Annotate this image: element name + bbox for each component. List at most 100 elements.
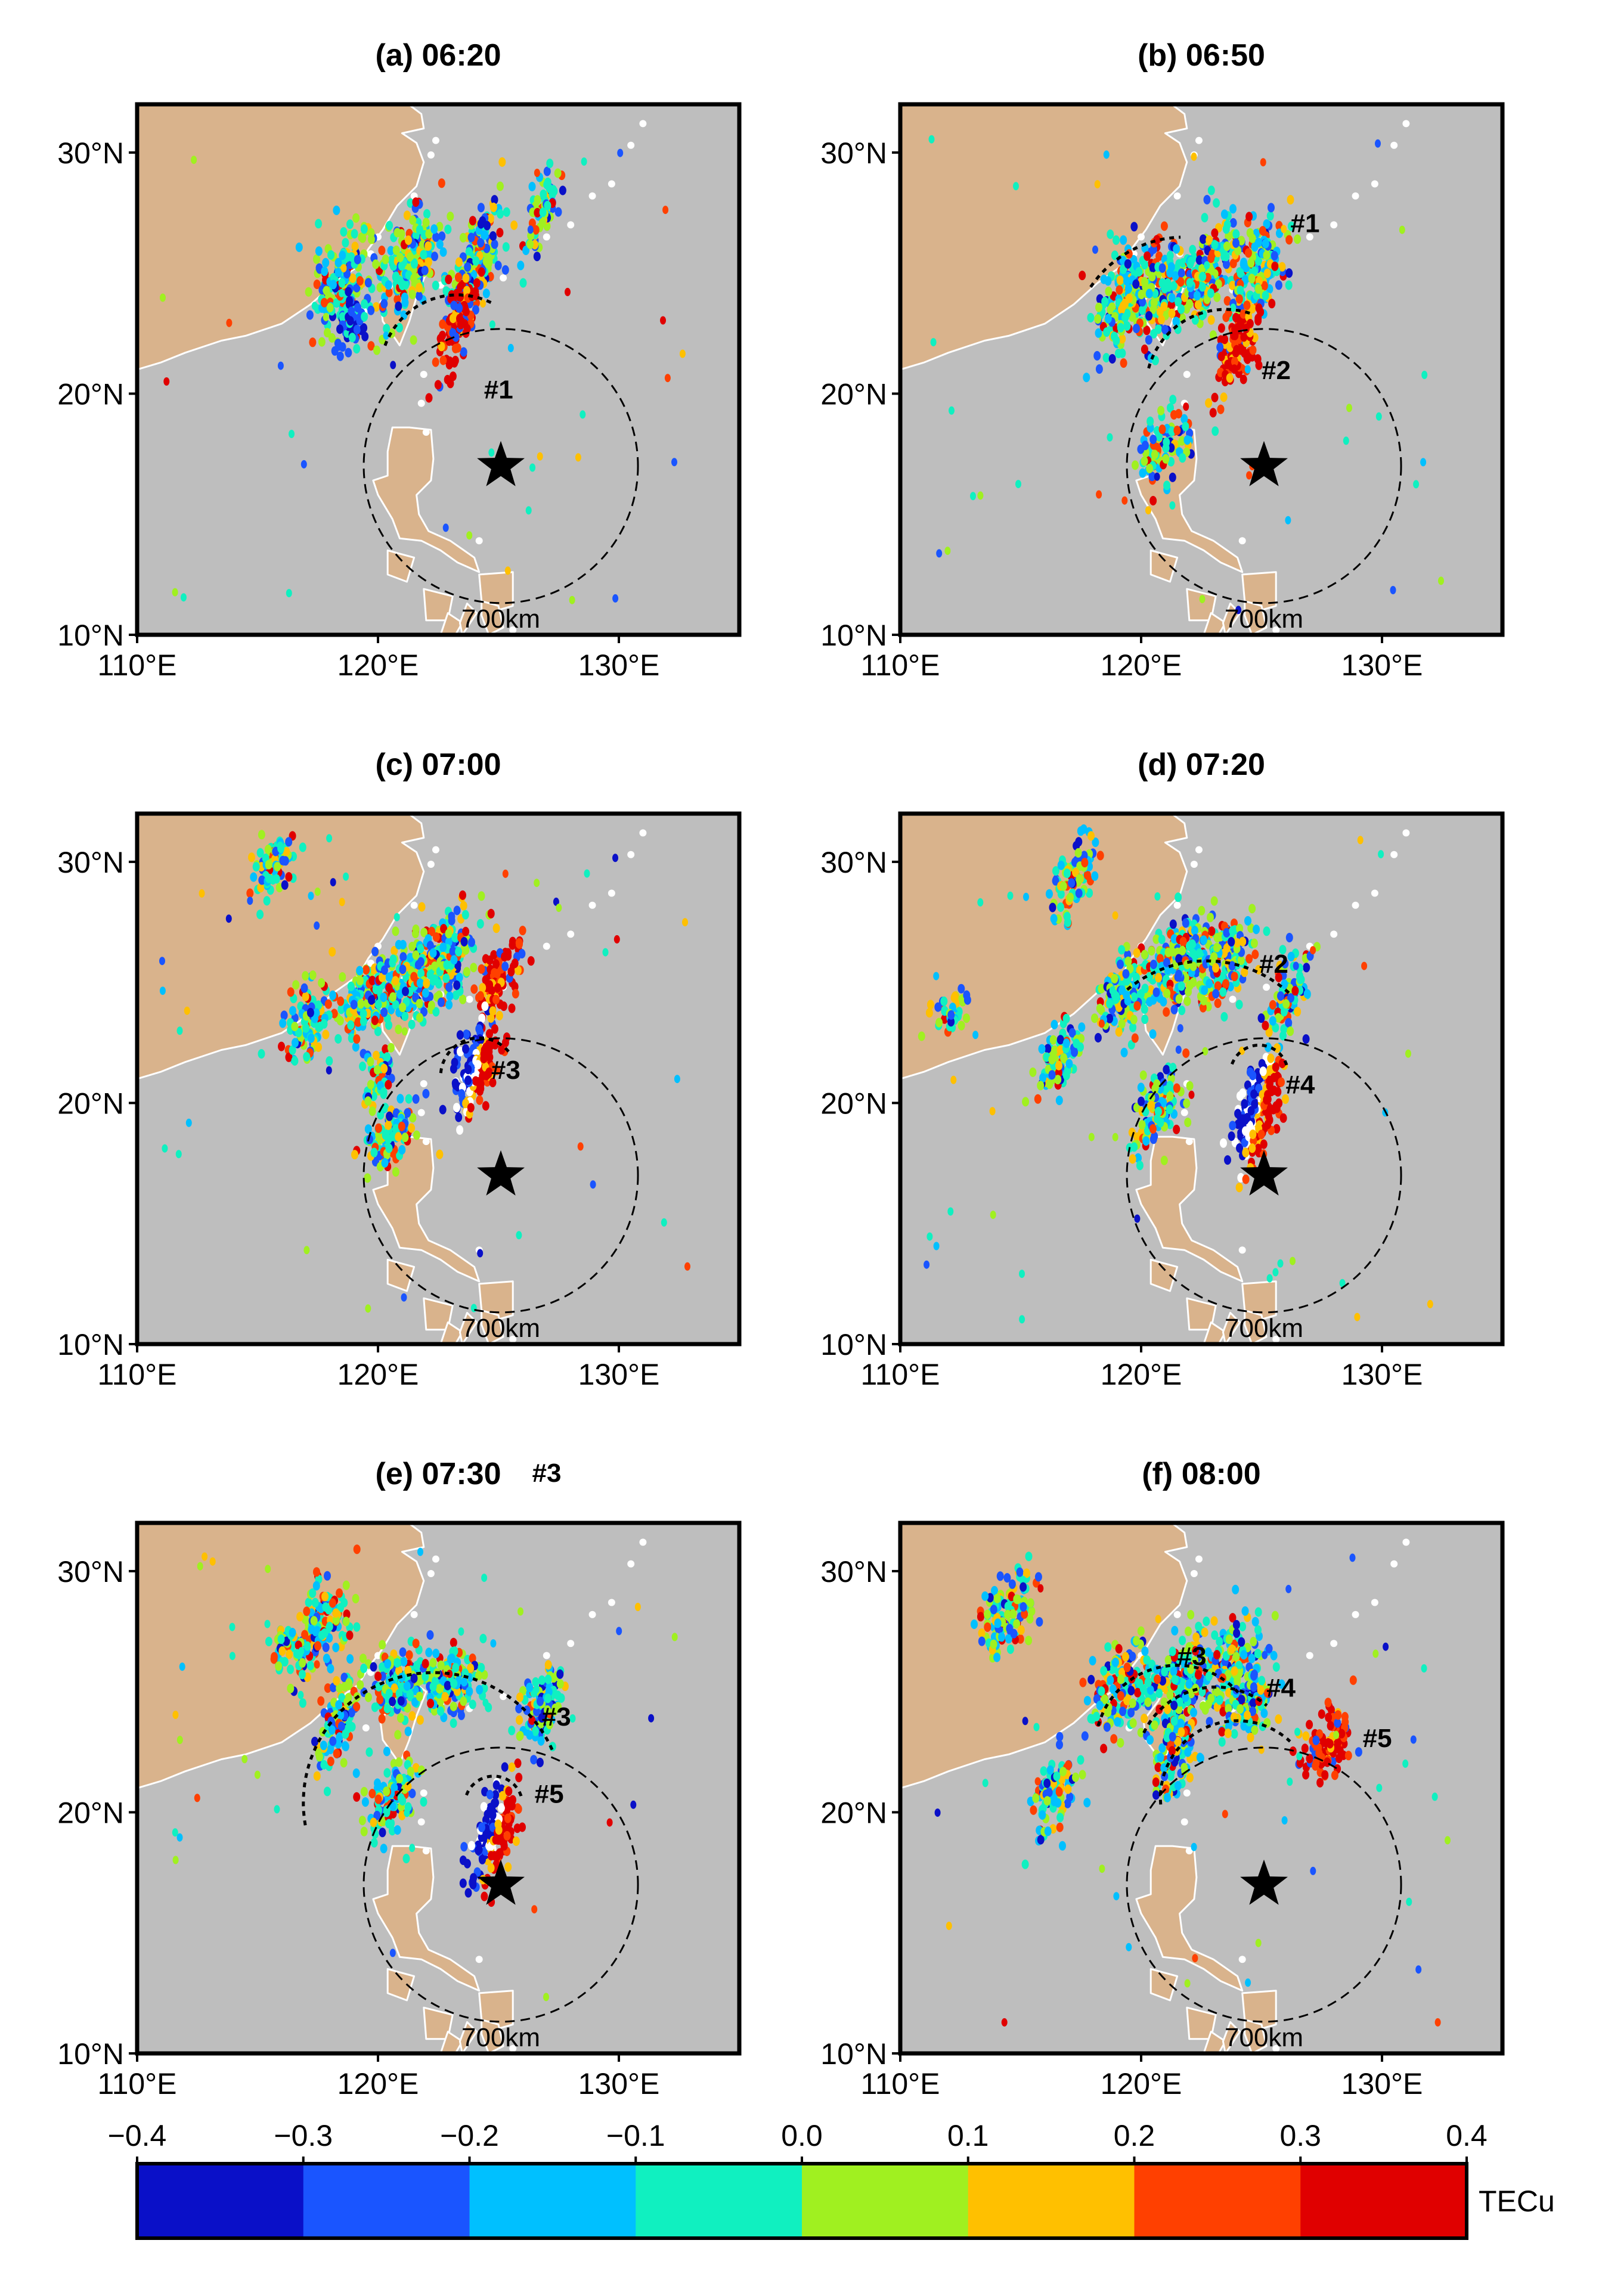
tec-point bbox=[1180, 414, 1188, 424]
tec-point bbox=[1201, 985, 1209, 995]
tec-point bbox=[306, 1661, 314, 1671]
tec-point bbox=[1258, 1059, 1266, 1069]
tec-point bbox=[258, 875, 266, 885]
tec-point bbox=[1137, 1082, 1145, 1093]
tec-point bbox=[449, 371, 457, 381]
tec-point bbox=[353, 1034, 361, 1044]
tec-point bbox=[373, 1050, 380, 1060]
island bbox=[1352, 192, 1359, 200]
tec-point bbox=[386, 1111, 393, 1121]
tec-point bbox=[431, 961, 439, 971]
tec-point bbox=[313, 1567, 320, 1577]
tec-point bbox=[311, 302, 318, 311]
tec-point bbox=[458, 280, 466, 290]
tec-point bbox=[477, 203, 485, 213]
tec-point bbox=[439, 319, 447, 329]
tec-point bbox=[963, 995, 971, 1005]
tec-point bbox=[326, 1066, 332, 1075]
tec-point bbox=[462, 926, 470, 936]
tec-point bbox=[448, 916, 455, 926]
tec-point bbox=[275, 883, 283, 893]
tec-point bbox=[378, 1714, 386, 1724]
tec-point bbox=[1184, 1118, 1192, 1127]
island bbox=[1402, 120, 1410, 128]
tec-point bbox=[1148, 946, 1155, 956]
tec-point bbox=[526, 1683, 534, 1692]
tec-point bbox=[1142, 1136, 1150, 1146]
tec-point bbox=[387, 246, 395, 256]
tec-point bbox=[372, 985, 380, 994]
tec-point bbox=[414, 960, 422, 970]
tec-point bbox=[248, 852, 255, 862]
tec-point bbox=[546, 159, 554, 169]
island bbox=[639, 829, 647, 837]
tec-point bbox=[1343, 436, 1349, 445]
island bbox=[475, 537, 483, 545]
tec-point bbox=[1166, 1104, 1173, 1115]
tec-point bbox=[357, 1680, 364, 1690]
tec-point bbox=[1124, 284, 1132, 294]
tec-point bbox=[1243, 300, 1251, 311]
tec-point bbox=[918, 1031, 925, 1041]
island bbox=[466, 995, 473, 1003]
tec-point bbox=[361, 1797, 369, 1807]
island bbox=[420, 1080, 427, 1088]
tec-point bbox=[1161, 324, 1169, 334]
tec-point bbox=[382, 255, 389, 265]
tec-point bbox=[489, 202, 497, 212]
island bbox=[1390, 141, 1398, 149]
tec-point bbox=[353, 1792, 361, 1802]
tec-point bbox=[380, 1063, 388, 1073]
tec-point bbox=[1095, 328, 1102, 338]
tec-point bbox=[1086, 888, 1093, 898]
tec-point bbox=[385, 1120, 392, 1130]
tec-point bbox=[1244, 916, 1251, 926]
tec-point bbox=[305, 287, 312, 297]
tec-point bbox=[456, 1125, 464, 1135]
tec-point bbox=[559, 185, 566, 196]
tec-point bbox=[1175, 297, 1182, 307]
tec-point bbox=[1220, 209, 1228, 219]
tec-point bbox=[1037, 1081, 1045, 1091]
tec-point bbox=[533, 252, 541, 262]
tec-point bbox=[445, 274, 453, 284]
tec-point bbox=[430, 224, 438, 234]
tec-point bbox=[441, 1692, 449, 1702]
tec-point bbox=[518, 949, 526, 958]
tec-point bbox=[425, 393, 433, 403]
tec-point bbox=[313, 254, 320, 264]
tec-point bbox=[1263, 219, 1271, 229]
tec-point bbox=[321, 1591, 329, 1602]
tec-point bbox=[556, 1679, 564, 1689]
tec-point bbox=[1206, 979, 1213, 989]
tec-point bbox=[1129, 1022, 1137, 1032]
tec-point bbox=[400, 1656, 408, 1667]
tec-point bbox=[432, 232, 440, 242]
tec-point bbox=[1291, 986, 1299, 996]
tec-point bbox=[487, 908, 495, 919]
tec-point bbox=[1111, 250, 1118, 260]
tec-point bbox=[1269, 1000, 1276, 1010]
tec-point bbox=[286, 589, 292, 598]
tec-point bbox=[1231, 324, 1239, 334]
tec-point bbox=[1244, 354, 1251, 364]
tec-point bbox=[1281, 958, 1289, 969]
island bbox=[427, 151, 435, 159]
land-polygon bbox=[137, 814, 425, 1080]
tec-point bbox=[478, 964, 485, 974]
tec-point bbox=[429, 1658, 437, 1668]
tec-point bbox=[485, 1067, 493, 1077]
tec-point bbox=[312, 1581, 320, 1591]
tec-point bbox=[1080, 824, 1087, 834]
tec-point bbox=[477, 1079, 485, 1089]
tec-point bbox=[674, 1075, 680, 1084]
tec-point bbox=[416, 1673, 424, 1683]
tec-point bbox=[525, 506, 532, 515]
tec-point bbox=[427, 1698, 435, 1708]
island bbox=[417, 1818, 425, 1826]
tec-point bbox=[285, 837, 293, 847]
tec-point bbox=[392, 1124, 399, 1134]
tec-point bbox=[1232, 229, 1240, 239]
tec-point bbox=[265, 873, 272, 883]
